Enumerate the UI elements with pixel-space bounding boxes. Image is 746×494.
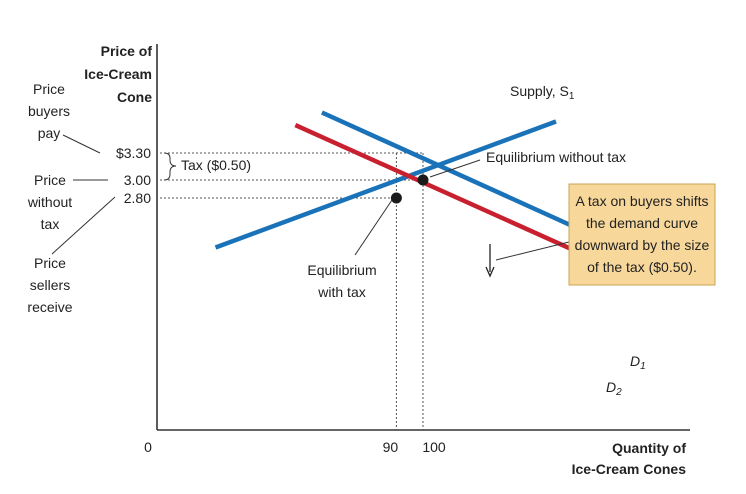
supply-label: Supply, S1 bbox=[510, 83, 575, 102]
note-line-3: downward by the size bbox=[575, 237, 710, 253]
buyers-pay-label-3: pay bbox=[38, 125, 61, 141]
eq-with-tax-leader bbox=[354, 199, 393, 256]
note-line-1: A tax on buyers shifts bbox=[575, 193, 708, 209]
without-tax-label-3: tax bbox=[41, 216, 60, 232]
x-axis-title-line1: Quantity of bbox=[612, 440, 686, 456]
sellers-receive-leader bbox=[51, 196, 116, 255]
shift-arrow-head bbox=[485, 266, 495, 278]
buyers-pay-label-1: Price bbox=[33, 81, 65, 97]
d2-label: D2 bbox=[606, 379, 622, 398]
eq-with-tax-label-1: Equilibrium bbox=[307, 262, 376, 278]
d1-label-sub: 1 bbox=[640, 361, 646, 372]
tax-brace-label: Tax ($0.50) bbox=[181, 157, 251, 173]
curve-d2 bbox=[294, 123, 613, 270]
equilibrium-points bbox=[390, 174, 429, 204]
origin-label: 0 bbox=[144, 439, 152, 455]
tax-brace bbox=[163, 152, 177, 181]
supply-label-sub: 1 bbox=[569, 91, 575, 102]
d2-label-sub: 2 bbox=[615, 387, 622, 398]
d1-label-main: D bbox=[630, 353, 640, 369]
without-tax-label-1: Price bbox=[34, 172, 66, 188]
y-tick-label-2: 2.80 bbox=[124, 190, 151, 206]
y-axis-title-line2: Ice-Cream bbox=[84, 66, 152, 82]
sellers-receive-label-1: Price bbox=[34, 255, 66, 271]
curve-supply bbox=[214, 119, 557, 250]
buyers-pay-label-2: buyers bbox=[28, 103, 70, 119]
x-tick-label-1: 100 bbox=[422, 439, 446, 455]
y-axis-title-line3: Cone bbox=[117, 89, 152, 105]
guide-lines bbox=[160, 152, 424, 430]
buyers-pay-leader bbox=[62, 134, 101, 154]
equilibrium-point-0 bbox=[417, 174, 429, 186]
y-axis-title-line1: Price of bbox=[101, 43, 153, 59]
equilibrium-point-1 bbox=[390, 192, 402, 204]
eq-without-tax-leader bbox=[429, 159, 481, 178]
note-line-2: the demand curve bbox=[586, 215, 698, 231]
tick-labels: $3.30 3.00 2.80 90 100 bbox=[116, 145, 446, 455]
eq-without-tax-label: Equilibrium without tax bbox=[486, 149, 626, 165]
sellers-receive-label-3: receive bbox=[27, 299, 72, 315]
x-tick-label-0: 90 bbox=[383, 439, 399, 455]
without-tax-label-2: without bbox=[27, 194, 72, 210]
supply-label-main: Supply, S bbox=[510, 83, 569, 99]
eq-with-tax-label-2: with tax bbox=[317, 284, 365, 300]
x-axis-title-line2: Ice-Cream Cones bbox=[572, 461, 687, 477]
note-box bbox=[568, 183, 716, 286]
sellers-receive-label-2: sellers bbox=[30, 277, 70, 293]
y-tick-label-1: 3.00 bbox=[124, 172, 151, 188]
y-tick-label-0: $3.30 bbox=[116, 145, 151, 161]
note-leader bbox=[495, 241, 570, 261]
d2-label-main: D bbox=[606, 379, 616, 395]
note-line-4: of the tax ($0.50). bbox=[587, 259, 697, 275]
d1-label: D1 bbox=[630, 353, 646, 372]
